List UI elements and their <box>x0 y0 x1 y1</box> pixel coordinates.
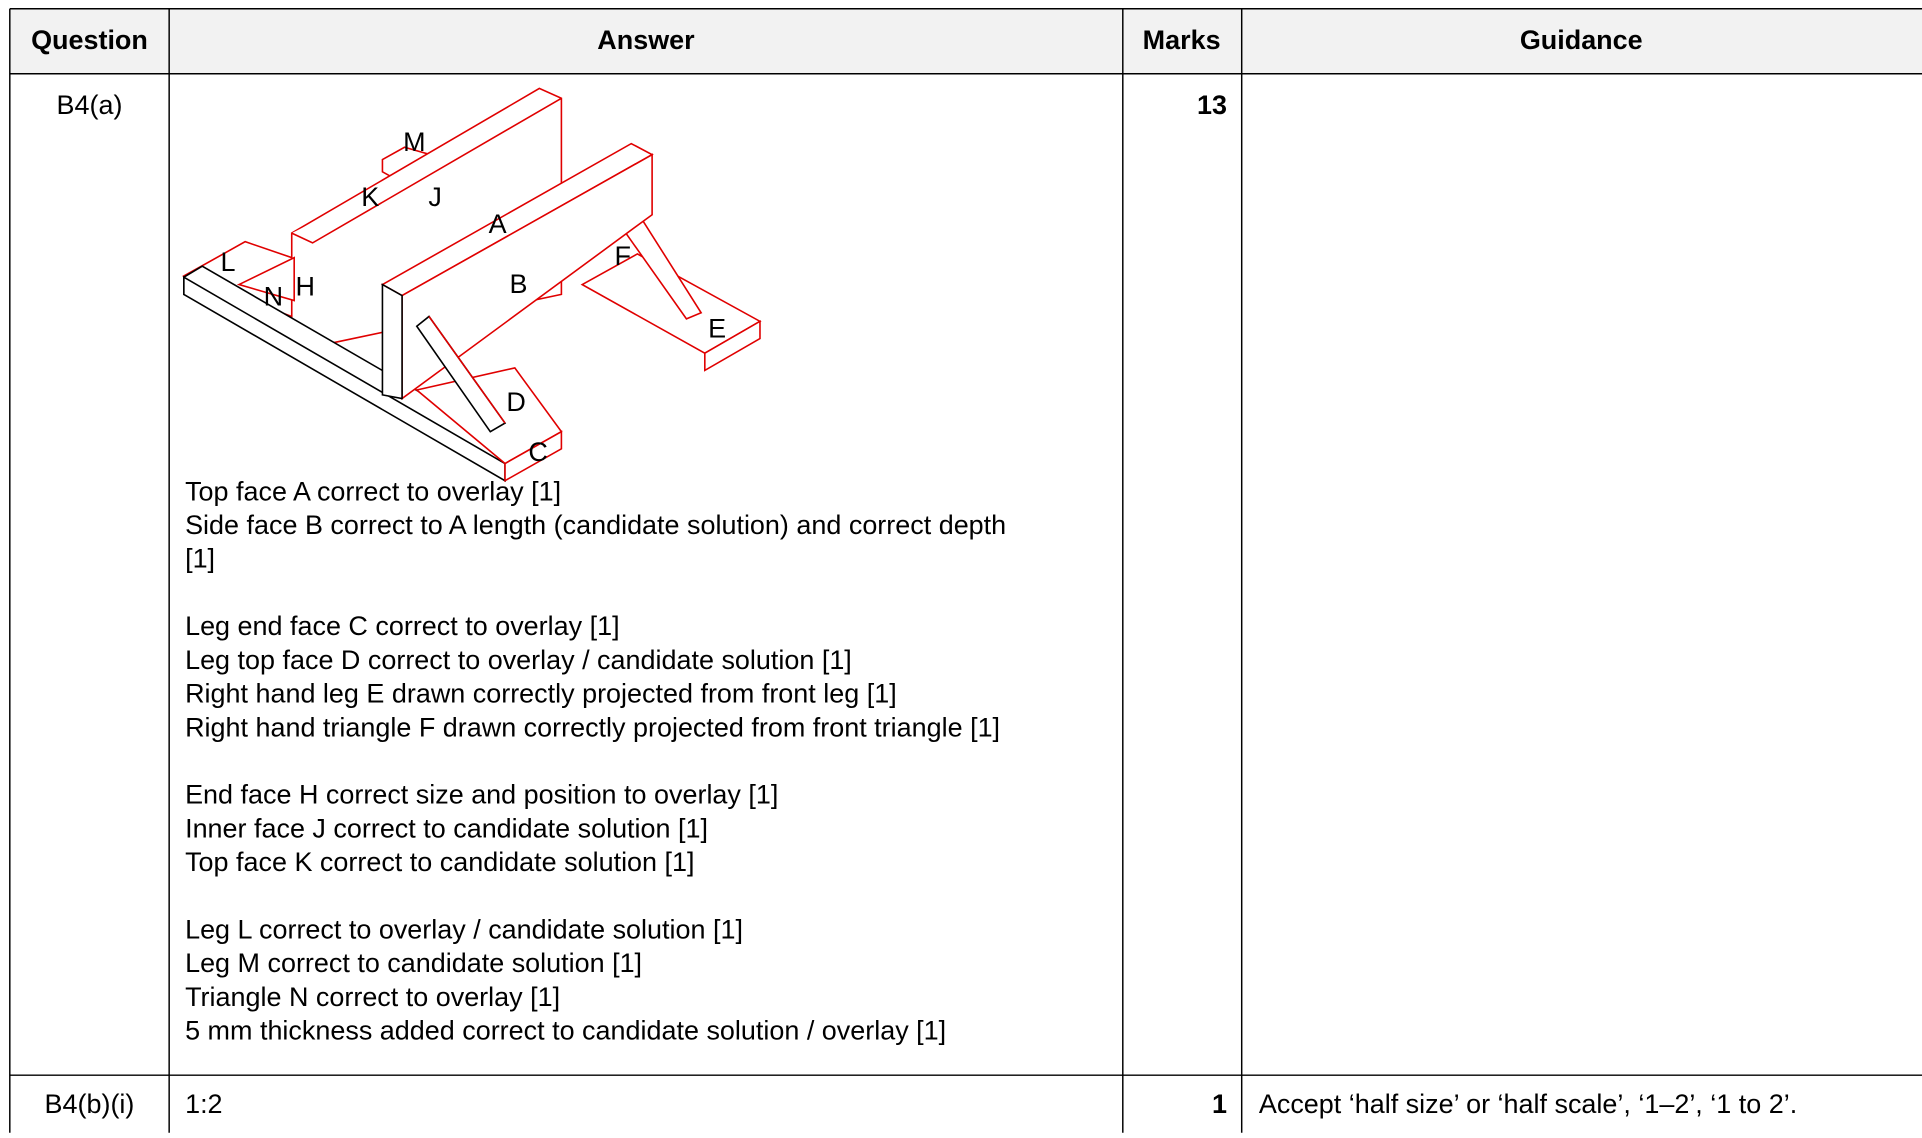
answer-line: Right hand triangle F drawn correctly pr… <box>185 712 1000 742</box>
answer-line: End face H correct size and position to … <box>185 780 778 810</box>
answer-line: Leg top face D correct to overlay / cand… <box>185 645 852 675</box>
answer-line: 5 mm thickness added correct to candidat… <box>185 1016 946 1046</box>
diagram-label: N <box>264 281 283 311</box>
question-cell: B4(b)(i) <box>45 1089 135 1119</box>
answer-line: Top face A correct to overlay [1] <box>185 476 561 506</box>
guidance-cell: Accept ‘half size’ or ‘half scale’, ‘1–2… <box>1259 1089 1797 1119</box>
answer-line: [1] <box>185 544 215 574</box>
column-header: Answer <box>597 25 695 55</box>
column-header: Question <box>31 25 148 55</box>
column-header: Guidance <box>1520 25 1643 55</box>
diagram-label: A <box>489 209 507 239</box>
answer-line: Leg L correct to overlay / candidate sol… <box>185 915 743 945</box>
diagram-label: D <box>506 387 525 417</box>
answer-line: Side face B correct to A length (candida… <box>185 510 1006 540</box>
header-background <box>9 8 1922 74</box>
diagram-label: B <box>510 269 528 299</box>
answer-line: Triangle N correct to overlay [1] <box>185 982 560 1012</box>
diagram-label: K <box>361 182 379 212</box>
marks-cell: 13 <box>1197 90 1227 120</box>
table-rules <box>9 8 1922 1133</box>
diagram-label: H <box>295 272 314 302</box>
column-header: Marks <box>1143 25 1221 55</box>
answer-line: 1:2 <box>185 1089 222 1119</box>
answer-line: Top face K correct to candidate solution… <box>185 847 694 877</box>
isometric-drawing <box>181 87 762 483</box>
answer-line: Leg M correct to candidate solution [1] <box>185 948 642 978</box>
diagram-label: F <box>614 241 630 271</box>
diagram-label: J <box>428 182 441 212</box>
diagram-label: M <box>403 127 425 157</box>
answer-line: Leg end face C correct to overlay [1] <box>185 611 619 641</box>
question-cell: B4(a) <box>57 90 123 120</box>
diagram-label: L <box>220 247 235 277</box>
table-body: B4(a) 13 Top face A correct to overlay [1]… <box>45 90 1798 1119</box>
marks-cell: 1 <box>1212 1089 1227 1119</box>
answer-line: Inner face J correct to candidate soluti… <box>185 813 708 843</box>
diagram-label: E <box>708 313 726 343</box>
diagram-label: C <box>528 437 547 467</box>
answer-line: Right hand leg E drawn correctly project… <box>185 679 897 709</box>
